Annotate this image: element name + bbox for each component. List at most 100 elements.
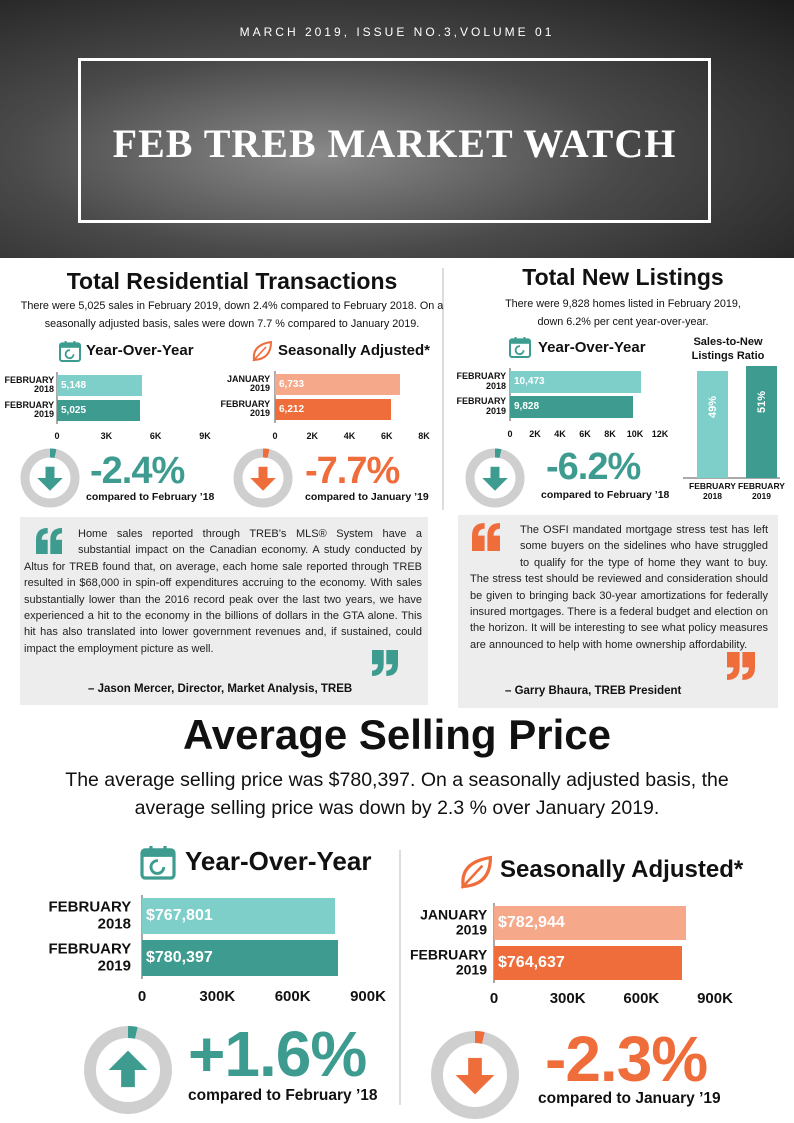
arrow [482, 478, 508, 491]
arrow [455, 1075, 495, 1095]
x-tick-label: 0 [489, 990, 499, 1007]
icon [252, 346, 267, 362]
page-title: FEB TREB MARKET WATCH [112, 121, 677, 166]
value-label: $780,397 [146, 949, 213, 966]
section-title: Average Selling Price [183, 711, 611, 758]
header [0, 0, 794, 258]
value-label: 51% [755, 391, 768, 414]
icon [461, 855, 493, 889]
quote-author: – Jason Mercer, Director, Market Analysi… [88, 683, 353, 695]
bar [697, 370, 728, 478]
bar [494, 906, 687, 940]
value-label: $767,801 [146, 907, 213, 924]
comparison: compared to February ’18 [541, 489, 670, 501]
section-description: There were 5,025 sales in February 2019,… [20, 300, 444, 330]
value-label: 49% [706, 395, 719, 418]
value-label: 5,148 [61, 380, 87, 391]
comparison: compared to January ’19 [305, 491, 429, 503]
value-label: 6,212 [279, 404, 305, 415]
change: -2.3% [545, 1023, 708, 1095]
category-label: FEBRUARY 2018 [48, 898, 132, 932]
x-tick-label: 6K [579, 429, 591, 439]
category-label: FEBRUARY 2018 [4, 374, 55, 395]
x-tick-label: 3K [100, 431, 113, 441]
quote-box [20, 517, 428, 705]
x-tick-label: 4K [554, 429, 566, 439]
quote-mark [372, 650, 384, 676]
quote-mark [727, 652, 740, 680]
quote: The OSFI mandated mortgage stress test h… [470, 522, 768, 653]
x-tick-label: 900K [350, 988, 386, 1005]
x-tick-label: 600K [623, 990, 660, 1007]
x-tick-label: 0 [272, 431, 278, 441]
category-label: FEBRUARY 2018 [689, 481, 736, 501]
gauge-arc [494, 448, 502, 459]
change: -7.7% [305, 450, 400, 492]
x-tick-label: 300K [549, 990, 586, 1007]
x-tick-label: 9K [199, 431, 211, 441]
x-tick-label: 2K [306, 431, 318, 441]
quote-mark [386, 650, 398, 676]
quote-mark [50, 528, 62, 554]
gauge-arc [262, 448, 270, 459]
arrow [258, 466, 268, 478]
icon [142, 849, 174, 857]
gauge-arc [49, 448, 57, 459]
value-label: 10,473 [514, 376, 545, 387]
chart-title: Year-Over-Year [185, 846, 372, 876]
value-label: $782,944 [498, 914, 565, 931]
chart-title: Seasonally Adjusted* [278, 342, 430, 359]
value-label: $764,637 [498, 954, 565, 971]
bar [275, 374, 401, 395]
chart-title: Sales-to-New Listings Ratio [691, 336, 765, 362]
gauge-arc [474, 1031, 485, 1044]
category-label: JANUARY 2019 [226, 373, 271, 394]
section-description: The average selling price was $780,397. … [65, 769, 729, 819]
arrow [250, 478, 276, 491]
quote-box [458, 515, 778, 708]
x-tick-label: 300K [199, 988, 236, 1005]
x-tick-label: 600K [274, 988, 311, 1005]
x-tick-label: 0 [54, 431, 60, 441]
arrow [490, 466, 500, 478]
quote-author: – Garry Bhaura, TREB President [505, 685, 682, 697]
icon [514, 345, 525, 356]
arrow [468, 1057, 482, 1075]
section-description: There were 9,828 homes listed in Februar… [505, 298, 741, 328]
bar [57, 375, 142, 396]
title-box [78, 58, 711, 223]
category-label: FEBRUARY 2019 [409, 946, 488, 978]
icon [510, 339, 530, 344]
x-tick-label: 0 [507, 429, 513, 439]
chart-title: Seasonally Adjusted* [500, 856, 744, 883]
quote: Home sales reported through TREB’s MLS® … [24, 526, 422, 657]
quote-mark [742, 652, 755, 680]
category-label: FEBRUARY 2018 [456, 371, 507, 391]
icon [460, 864, 484, 889]
change: -2.4% [90, 450, 185, 492]
quote-text: Home sales reported through TREB’s MLS® … [24, 528, 422, 655]
bar [142, 940, 338, 976]
x-tick-label: 6K [149, 431, 162, 441]
x-tick-label: 4K [343, 431, 356, 441]
bar [57, 400, 140, 421]
bar [746, 366, 777, 478]
arrow [45, 466, 55, 478]
x-tick-label: 8K [604, 429, 616, 439]
value-label: 9,828 [514, 401, 540, 412]
value-label: 5,025 [61, 405, 87, 416]
category-label: FEBRUARY 2019 [4, 399, 55, 420]
arrow [108, 1050, 148, 1070]
quote-mark [36, 528, 48, 554]
comparison: compared to February ’18 [86, 491, 215, 503]
section-title: Total New Listings [522, 264, 724, 290]
issue-line: MARCH 2019, ISSUE NO.3,VOLUME 01 [239, 25, 555, 39]
x-tick-label: 8K [418, 431, 430, 441]
comparison: compared to January ’19 [538, 1090, 721, 1107]
section-title: Total Residential Transactions [66, 268, 398, 294]
x-tick-label: 10K [626, 429, 644, 439]
category-label: FEBRUARY 2019 [48, 940, 132, 974]
x-tick-label: 0 [137, 988, 147, 1005]
value-label: 6,733 [279, 379, 305, 390]
